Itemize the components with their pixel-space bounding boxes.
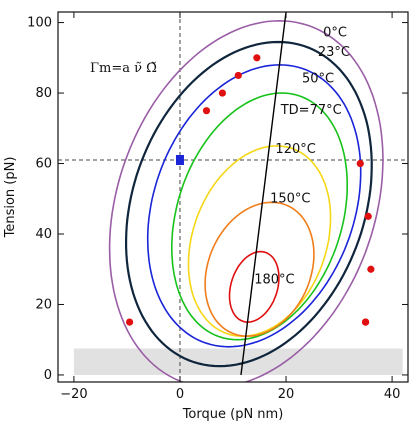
curve-label-5: 150°C bbox=[270, 191, 310, 206]
data-point bbox=[361, 318, 370, 326]
x-axis-title: Torque (pN nm) bbox=[182, 407, 284, 422]
x-tick-label: −20 bbox=[60, 387, 87, 402]
contour-2 bbox=[146, 64, 362, 348]
curve-label-0: 0°C bbox=[323, 26, 347, 41]
data-point bbox=[364, 212, 372, 220]
curve-label-6: 180°C bbox=[254, 272, 294, 287]
y-tick-label: 60 bbox=[35, 157, 52, 172]
contour-0 bbox=[108, 19, 384, 382]
y-tick-label: 0 bbox=[44, 368, 52, 383]
data-point bbox=[218, 89, 226, 97]
curve-label-1: 23°C bbox=[318, 45, 350, 60]
curve-labels: 0°C 23°C 50°C TD=77°C 120°C 150°C 180°C bbox=[254, 26, 350, 288]
data-point bbox=[356, 159, 364, 168]
formula-annotation: Γm=a ν̃ Ω̃ bbox=[90, 61, 157, 76]
curve-label-3: TD=77°C bbox=[280, 103, 342, 118]
y-axis-title: Tension (pN) bbox=[3, 157, 18, 239]
data-point bbox=[125, 318, 134, 326]
shaded-band bbox=[73, 348, 403, 375]
contour-5 bbox=[204, 201, 315, 338]
curve-label-2: 50°C bbox=[302, 71, 334, 86]
curve-label-4: 120°C bbox=[275, 142, 315, 157]
marker-square bbox=[175, 155, 184, 165]
axes-frame bbox=[57, 11, 409, 383]
plot-area bbox=[58, 12, 408, 382]
axes: −20 0 20 40 0 20 40 60 80 100 bbox=[27, 11, 409, 402]
x-tick-label: 0 bbox=[176, 387, 184, 402]
data-point bbox=[253, 54, 261, 62]
data-point bbox=[202, 107, 211, 115]
x-tick-label: 40 bbox=[384, 387, 401, 402]
data-point bbox=[234, 71, 242, 80]
x-tick-label: 20 bbox=[278, 387, 295, 402]
contour-3 bbox=[171, 92, 349, 341]
trend-line bbox=[240, 12, 287, 376]
contour-6 bbox=[228, 250, 280, 323]
y-tick-label: 20 bbox=[35, 297, 52, 312]
y-tick-label: 40 bbox=[35, 227, 52, 242]
contour-1 bbox=[124, 40, 373, 368]
data-point bbox=[367, 265, 375, 273]
y-tick-label: 80 bbox=[35, 86, 52, 101]
contour-4 bbox=[187, 145, 332, 338]
y-tick-label: 100 bbox=[27, 16, 52, 31]
